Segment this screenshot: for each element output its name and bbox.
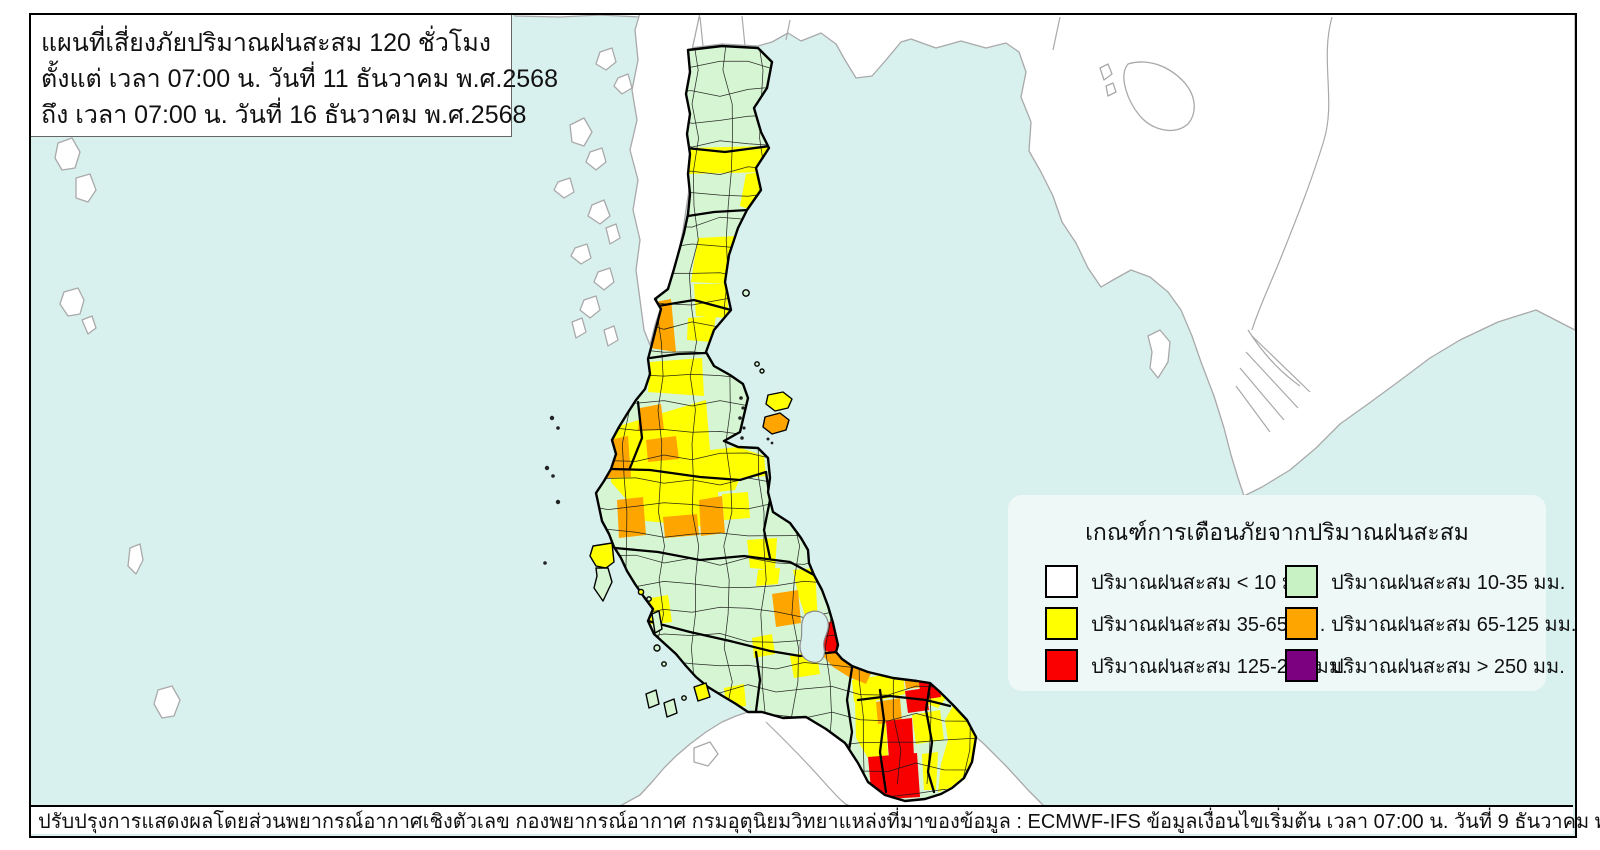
islet-dots bbox=[543, 396, 774, 565]
legend-title: เกณฑ์การเตือนภัยจากปริมาณฝนสะสม bbox=[1085, 519, 1469, 545]
districts-65-125mm bbox=[607, 299, 922, 724]
footer-data-source: แหล่งที่มาของข้อมูล : ECMWF-IFS ข้อมูลเง… bbox=[838, 810, 1600, 833]
foreign-land bbox=[54, 13, 1575, 807]
map-title-line3: ถึง เวลา 07:00 น. วันที่ 16 ธันวาคม พ.ศ.… bbox=[41, 101, 527, 129]
legend-grid: ปริมาณฝนสะสม < 10 มม. ปริมาณฝนสะสม 10-35… bbox=[1008, 551, 1576, 682]
footer-bar: ปรับปรุงการแสดงผลโดยส่วนพยากรณ์อากาศเชิง… bbox=[31, 805, 1600, 834]
legend-item-lt10: ปริมาณฝนสะสม < 10 มม. bbox=[1045, 565, 1314, 598]
legend-box: เกณฑ์การเตือนภัยจากปริมาณฝนสะสม ปริมาณฝน… bbox=[1008, 495, 1576, 691]
legend-swatch-lt10 bbox=[1045, 565, 1078, 598]
districts-35-65mm bbox=[611, 146, 976, 792]
thai-islands bbox=[589, 289, 793, 718]
map-layers bbox=[29, 13, 1575, 836]
legend-item-gt250: ปริมาณฝนสะสม > 250 มม. bbox=[1285, 649, 1576, 682]
legend-item-125-250: ปริมาณฝนสะสม 125-250 มม. bbox=[1045, 649, 1348, 682]
map-title-line2: ตั้งแต่ เวลา 07:00 น. วันที่ 11 ธันวาคม … bbox=[41, 65, 558, 93]
legend-swatch-65-125 bbox=[1285, 607, 1318, 640]
legend-swatch-10-35 bbox=[1285, 565, 1318, 598]
foreign-borders bbox=[699, 15, 1333, 806]
title-box: แผนที่เสี่ยงภัยปริมาณฝนสะสม 120 ชั่วโมง … bbox=[31, 15, 558, 137]
songkhla-lake bbox=[799, 610, 829, 663]
legend-swatch-35-65 bbox=[1045, 607, 1078, 640]
thailand-outline bbox=[594, 44, 978, 803]
legend-item-10-35: ปริมาณฝนสะสม 10-35 มม. bbox=[1285, 565, 1576, 598]
legend-swatch-gt250 bbox=[1285, 649, 1318, 682]
legend-swatch-125-250 bbox=[1045, 649, 1078, 682]
legend-item-65-125: ปริมาณฝนสะสม 65-125 มม. bbox=[1285, 607, 1576, 640]
footer-credit: ปรับปรุงการแสดงผลโดยส่วนพยากรณ์อากาศเชิง… bbox=[38, 810, 839, 833]
province-boundaries bbox=[609, 144, 952, 794]
map-title-line1: แผนที่เสี่ยงภัยปริมาณฝนสะสม 120 ชั่วโมง bbox=[41, 29, 492, 57]
legend-item-35-65: ปริมาณฝนสะสม 35-65 มม. bbox=[1045, 607, 1325, 640]
